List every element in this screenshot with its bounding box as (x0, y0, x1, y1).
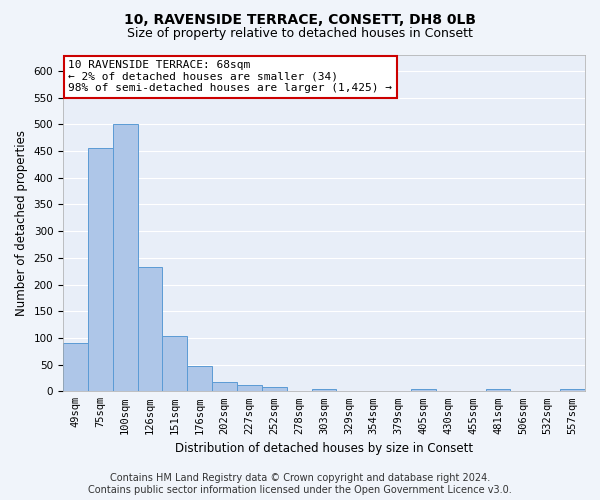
Bar (311, 388, 337, 392)
Bar (113, 124, 137, 392)
Bar (411, 388, 436, 392)
Text: Contains HM Land Registry data © Crown copyright and database right 2024.
Contai: Contains HM Land Registry data © Crown c… (88, 474, 512, 495)
Bar (63, 344, 88, 392)
Bar (212, 382, 237, 392)
Text: 10, RAVENSIDE TERRACE, CONSETT, DH8 0LB: 10, RAVENSIDE TERRACE, CONSETT, DH8 0LB (124, 12, 476, 26)
Y-axis label: Number of detached properties: Number of detached properties (15, 130, 28, 316)
X-axis label: Distribution of detached houses by size in Consett: Distribution of detached houses by size … (175, 442, 473, 455)
Bar (485, 388, 511, 392)
Text: Size of property relative to detached houses in Consett: Size of property relative to detached ho… (127, 28, 473, 40)
Bar (163, 336, 187, 392)
Bar (137, 267, 163, 392)
Bar (187, 366, 212, 392)
Bar (262, 387, 287, 392)
Text: 10 RAVENSIDE TERRACE: 68sqm
← 2% of detached houses are smaller (34)
98% of semi: 10 RAVENSIDE TERRACE: 68sqm ← 2% of deta… (68, 60, 392, 93)
Bar (560, 388, 585, 392)
Bar (237, 385, 262, 392)
Bar (88, 148, 113, 392)
